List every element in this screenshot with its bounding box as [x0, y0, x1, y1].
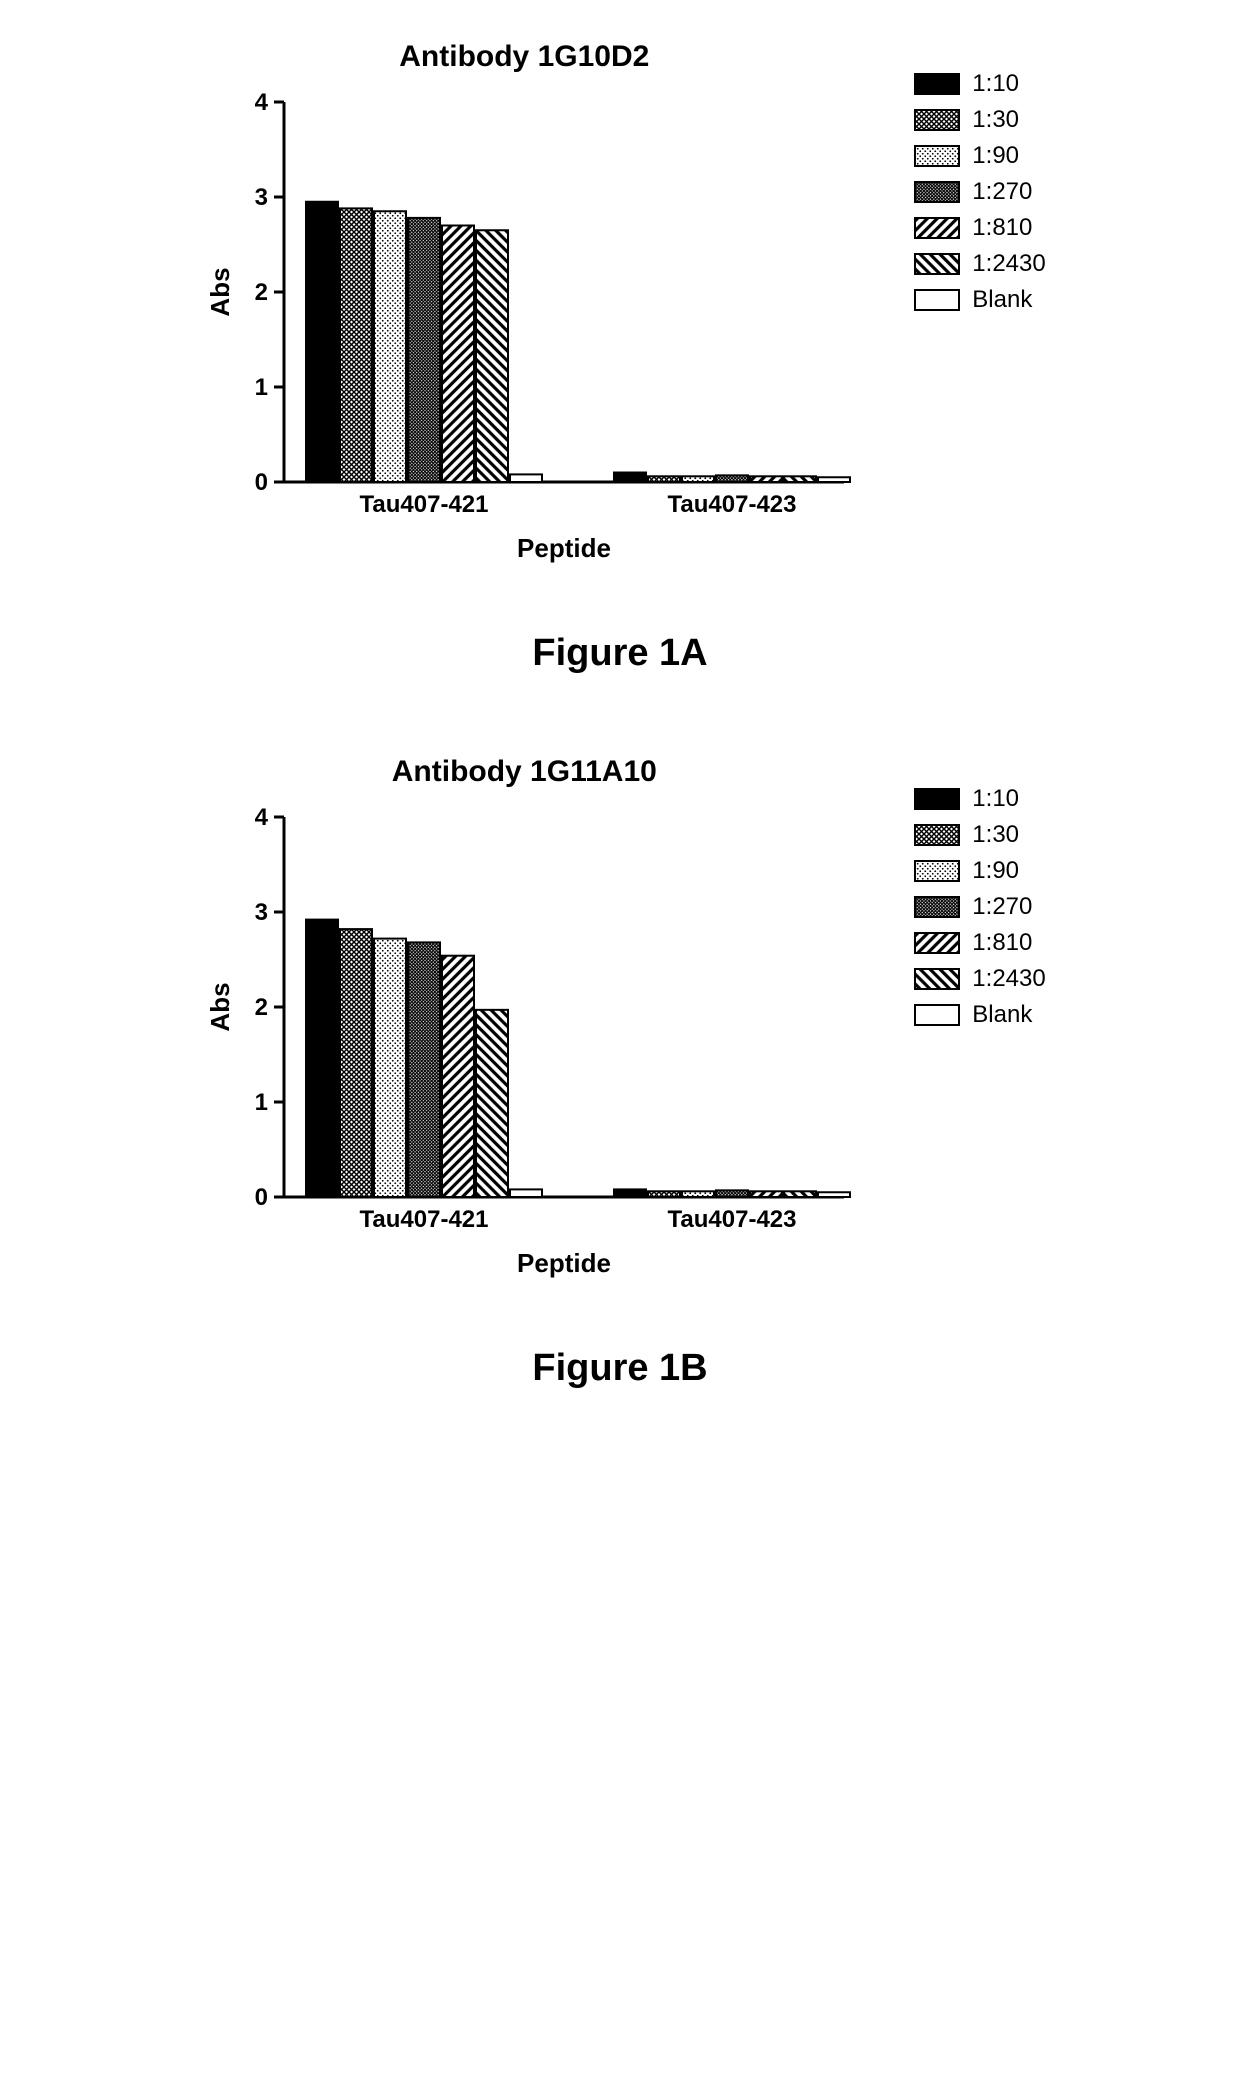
bar	[442, 226, 474, 483]
bar	[784, 476, 816, 482]
category-label: Tau407-421	[360, 491, 489, 518]
legend-label: 1:2430	[972, 965, 1045, 993]
legend-label: 1:10	[972, 70, 1019, 98]
y-tick-label: 1	[255, 374, 268, 401]
figure-block: Antibody 1G11A10 0 1 2 3 4 Abs Tau407-421 Tau407…	[20, 755, 1220, 1390]
legend-swatch	[914, 217, 960, 239]
legend-swatch	[914, 1004, 960, 1026]
legend-swatch	[914, 896, 960, 918]
bar	[818, 477, 850, 482]
y-axis-label: Abs	[205, 267, 235, 316]
x-axis-label: Peptide	[517, 1248, 611, 1278]
legend-item: 1:30	[914, 106, 1045, 134]
bar	[716, 1190, 748, 1197]
chart-title: Antibody 1G11A10	[194, 755, 854, 789]
y-tick-label: 3	[255, 899, 268, 926]
bar	[682, 476, 714, 482]
y-tick-label: 3	[255, 184, 268, 211]
legend-swatch	[914, 289, 960, 311]
bar	[510, 1189, 542, 1197]
legend-swatch	[914, 145, 960, 167]
bar	[784, 1191, 816, 1197]
figure-caption: Figure 1B	[20, 1347, 1220, 1390]
legend-item: 1:10	[914, 70, 1045, 98]
legend-item: 1:2430	[914, 965, 1045, 993]
legend-label: 1:30	[972, 821, 1019, 849]
category-label: Tau407-423	[668, 491, 797, 518]
bar	[750, 476, 782, 482]
bar	[750, 1191, 782, 1197]
legend-item: 1:270	[914, 893, 1045, 921]
bar	[340, 929, 372, 1197]
bar	[682, 1191, 714, 1197]
legend-item: 1:810	[914, 929, 1045, 957]
bar-chart: 0 1 2 3 4 Abs Tau407-421 Tau407-423 Peptide	[194, 807, 854, 1292]
bar	[648, 476, 680, 482]
bar	[818, 1192, 850, 1197]
figure-block: Antibody 1G10D2 0 1 2 3 4 Abs Tau407-421 Tau407-…	[20, 40, 1220, 675]
legend-swatch	[914, 788, 960, 810]
legend-swatch	[914, 932, 960, 954]
y-tick-label: 2	[255, 279, 268, 306]
y-tick-label: 0	[255, 1184, 268, 1211]
bar	[374, 939, 406, 1197]
bar	[306, 202, 338, 482]
legend-swatch	[914, 824, 960, 846]
bar	[408, 942, 440, 1197]
legend-item: 1:30	[914, 821, 1045, 849]
legend-label: 1:90	[972, 142, 1019, 170]
bar	[340, 208, 372, 482]
legend: 1:10 1:30 1:90 1:270 1:810 1:2430 Blank	[914, 70, 1045, 322]
bar	[614, 473, 646, 483]
legend-item: 1:270	[914, 178, 1045, 206]
y-tick-label: 4	[255, 807, 269, 831]
y-tick-label: 4	[255, 92, 269, 116]
legend-label: 1:90	[972, 857, 1019, 885]
legend-swatch	[914, 109, 960, 131]
legend: 1:10 1:30 1:90 1:270 1:810 1:2430 Blank	[914, 785, 1045, 1037]
legend-item: 1:2430	[914, 250, 1045, 278]
bar	[476, 1010, 508, 1197]
bar	[716, 475, 748, 482]
y-axis-label: Abs	[205, 982, 235, 1031]
legend-swatch	[914, 253, 960, 275]
figure-caption: Figure 1A	[20, 632, 1220, 675]
legend-label: 1:810	[972, 929, 1032, 957]
legend-label: 1:10	[972, 785, 1019, 813]
legend-item: Blank	[914, 286, 1045, 314]
bar	[442, 956, 474, 1197]
legend-item: 1:90	[914, 142, 1045, 170]
legend-item: 1:10	[914, 785, 1045, 813]
x-axis-label: Peptide	[517, 533, 611, 563]
legend-label: Blank	[972, 286, 1032, 314]
legend-item: 1:810	[914, 214, 1045, 242]
legend-swatch	[914, 181, 960, 203]
chart-title: Antibody 1G10D2	[194, 40, 854, 74]
category-label: Tau407-423	[668, 1206, 797, 1233]
category-label: Tau407-421	[360, 1206, 489, 1233]
legend-label: 1:810	[972, 214, 1032, 242]
bar	[510, 474, 542, 482]
y-tick-label: 0	[255, 469, 268, 496]
bar	[408, 218, 440, 482]
y-tick-label: 2	[255, 994, 268, 1021]
legend-swatch	[914, 860, 960, 882]
bar	[648, 1191, 680, 1197]
bar	[374, 211, 406, 482]
bar	[306, 920, 338, 1197]
legend-label: 1:270	[972, 178, 1032, 206]
bar-chart: 0 1 2 3 4 Abs Tau407-421 Tau407-423 Peptide	[194, 92, 854, 577]
bar	[476, 230, 508, 482]
legend-label: 1:2430	[972, 250, 1045, 278]
legend-label: Blank	[972, 1001, 1032, 1029]
legend-item: Blank	[914, 1001, 1045, 1029]
bar	[614, 1189, 646, 1197]
legend-label: 1:30	[972, 106, 1019, 134]
legend-label: 1:270	[972, 893, 1032, 921]
legend-item: 1:90	[914, 857, 1045, 885]
y-tick-label: 1	[255, 1089, 268, 1116]
legend-swatch	[914, 73, 960, 95]
legend-swatch	[914, 968, 960, 990]
